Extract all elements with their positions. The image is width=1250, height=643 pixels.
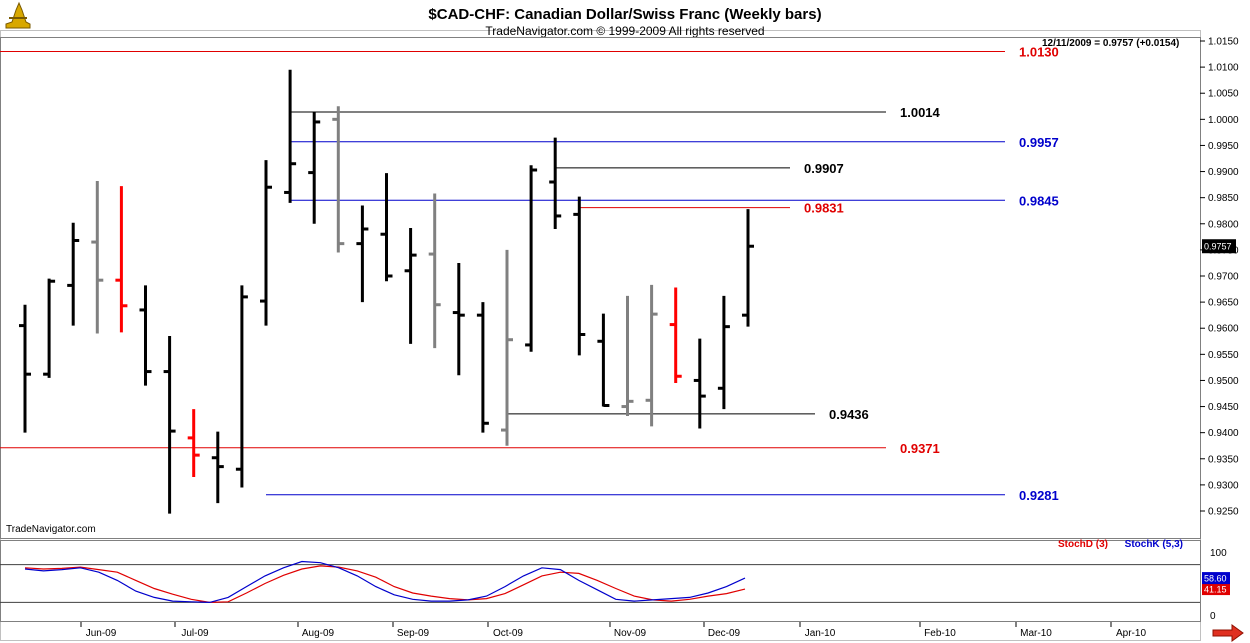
level-label: 1.0014 [900,105,941,120]
x-tick-label: Mar-10 [1020,628,1052,639]
price-tick-label: 0.9850 [1208,193,1239,204]
level-label: 0.9436 [829,407,869,422]
level-label: 0.9831 [804,201,844,216]
level-label: 0.9907 [804,161,844,176]
ohlc-bars [19,69,754,514]
chart-frame [0,30,1201,641]
stochd-legend: StochD (3) [1058,539,1108,550]
ohlc-bar [717,295,730,410]
x-tick-label: Feb-10 [924,628,956,639]
level-label: 0.9845 [1019,193,1059,208]
ohlc-bar [404,227,417,344]
ohlc-bar [621,295,634,416]
tradenavigator-logo[interactable] [5,1,31,29]
ohlc-bar [573,196,586,356]
price-tick-label: 0.9900 [1208,167,1239,178]
price-axis: 1.0150 1.0100 1.0050 1.0000 0.9950 0.9900 0.98… [1200,37,1239,539]
x-tick-label: Jun-09 [86,628,117,639]
stoch-tick-label: 100 [1210,548,1227,559]
last-price-box [1202,239,1236,254]
ohlc-bar [356,205,369,303]
ohlc-bar [91,180,104,334]
ohlc-bar [525,165,538,352]
scroll-right-arrow-icon[interactable] [1212,624,1244,642]
ohlc-bar [187,409,200,478]
stoch-last-box [1202,583,1230,596]
level-label: 0.9957 [1019,135,1059,150]
ohlc-bar [332,106,345,253]
x-tick-label: Sep-09 [397,628,430,639]
ohlc-bar [260,160,272,326]
ohlc-bar [284,69,297,203]
last-quote-readout: 12/11/2009 = 0.9757 (+0.0154) [1042,38,1179,49]
level-label: 0.9281 [1019,488,1059,503]
price-tick-label: 0.9700 [1208,272,1239,283]
stoch-last-label: 58.60 [1204,574,1227,584]
price-tick-label: 0.9600 [1208,324,1239,335]
ohlc-bar [549,137,562,229]
level-label: 0.9371 [900,441,940,456]
stochk-legend: StochK (5,3) [1125,539,1183,550]
ohlc-bar [115,186,128,333]
x-tick-label: Aug-09 [302,628,335,639]
level-label: 1.0130 [1019,44,1059,59]
price-tick-label: 1.0050 [1208,89,1239,100]
stoch-lines [24,560,746,604]
x-tick-label: Jan-10 [805,628,836,639]
ohlc-bar [380,173,393,282]
price-tick-label: 0.9650 [1208,298,1239,309]
x-tick-label: Apr-10 [1116,628,1146,639]
stoch-panel [0,540,1201,622]
ohlc-bar [501,249,513,446]
x-tick-label: Jul-09 [181,628,209,639]
ohlc-bar [308,111,321,224]
stoch-tick-label: 0 [1210,611,1216,622]
chart-subtitle: TradeNavigator.com © 1999-2009 All right… [485,24,764,38]
ohlc-bar [669,287,682,384]
price-tick-label: 0.9300 [1208,480,1239,491]
stoch-series-line [24,560,746,604]
price-tick-label: 0.9950 [1208,141,1239,152]
ohlc-bar [476,302,489,433]
ohlc-bar [43,278,56,378]
level-lines: 1.0130 1.0014 0.9957 0.9907 0.9845 0.9831 0.94… [0,44,1059,503]
price-tick-label: 0.9800 [1208,219,1239,230]
price-tick-label: 0.9400 [1208,428,1239,439]
price-tick-label: 1.0100 [1208,63,1239,74]
price-tick-label: 0.9450 [1208,402,1239,413]
price-tick-label: 1.0150 [1208,37,1239,48]
ohlc-bar [452,262,465,376]
ohlc-bar [67,222,80,326]
price-tick-label: 0.9350 [1208,454,1239,465]
ohlc-bar [693,338,706,429]
ohlc-bar [19,304,31,433]
price-tick-label: 0.9500 [1208,376,1239,387]
ohlc-bar [742,209,754,327]
x-tick-label: Oct-09 [493,628,523,639]
ohlc-bar [428,193,441,349]
last-price-label: 0.9757 [1204,242,1232,252]
ohlc-bar [597,313,610,408]
price-tick-label: 0.9550 [1208,350,1239,361]
ohlc-bar [645,284,658,427]
ohlc-bar [235,285,248,488]
ohlc-bar [139,285,152,386]
stoch-panel-border [0,540,1201,622]
x-tick-label: Nov-09 [614,628,647,639]
ohlc-bar [211,431,224,504]
ohlc-bar [163,336,176,514]
watermark: TradeNavigator.com [6,524,96,535]
stoch-series-line [24,565,746,604]
stoch-last-label: 41.15 [1204,585,1227,595]
x-axis: Jun-09 Jul-09 Aug-09 Sep-09 Oct-09 Nov-09 Dec-… [80,622,1146,639]
chart-title: $CAD-CHF: Canadian Dollar/Swiss Franc (W… [428,6,821,23]
price-tick-label: 0.9250 [1208,507,1239,518]
price-tick-label: 1.0000 [1208,115,1239,126]
x-tick-label: Dec-09 [708,628,741,639]
stoch-last-box [1202,572,1230,585]
